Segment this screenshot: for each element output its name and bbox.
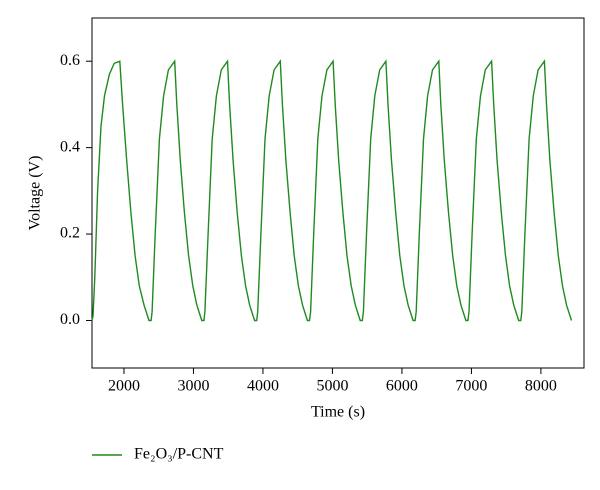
legend-label: Fe₂O₃/P-CNT xyxy=(134,446,224,463)
plot-frame xyxy=(91,17,585,369)
y-tick-label: 0.4 xyxy=(60,138,80,155)
x-tick-label: 6000 xyxy=(386,378,418,395)
x-tick-label: 4000 xyxy=(247,378,279,395)
x-tick-label: 3000 xyxy=(177,378,209,395)
x-tick-label: 2000 xyxy=(108,378,140,395)
x-tick-label: 7000 xyxy=(455,378,487,395)
data-line xyxy=(91,59,573,322)
x-tick-label: 8000 xyxy=(525,378,557,395)
y-tick-label: 0.2 xyxy=(60,225,80,242)
y-axis-label: Voltage (V) xyxy=(27,156,44,231)
y-tick-label: 0.6 xyxy=(60,52,80,69)
x-tick-label: 5000 xyxy=(316,378,348,395)
y-tick-label: 0.0 xyxy=(60,311,80,328)
x-axis-label: Time (s) xyxy=(311,404,365,421)
